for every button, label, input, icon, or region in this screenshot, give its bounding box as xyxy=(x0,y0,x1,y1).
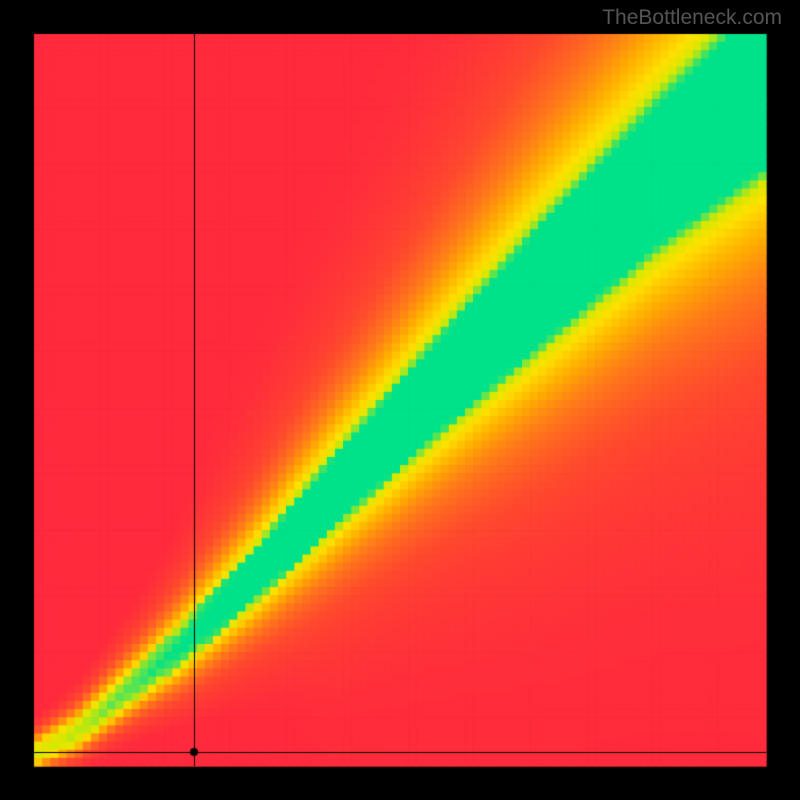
bottleneck-heatmap xyxy=(0,0,800,800)
watermark-text: TheBottleneck.com xyxy=(602,6,782,30)
